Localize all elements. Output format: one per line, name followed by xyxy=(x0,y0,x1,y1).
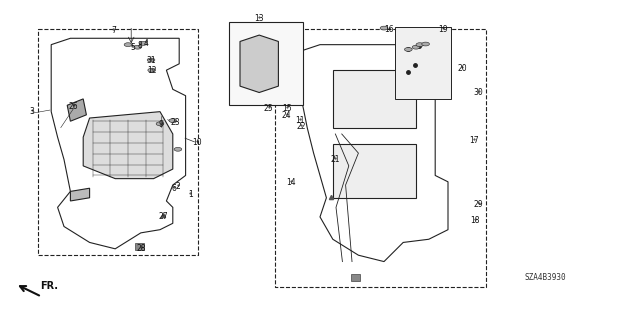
Text: 10: 10 xyxy=(192,138,202,147)
Text: 5: 5 xyxy=(130,43,135,52)
Polygon shape xyxy=(83,112,173,179)
Circle shape xyxy=(148,68,156,72)
Text: 12: 12 xyxy=(148,66,157,75)
Bar xyxy=(229,22,303,105)
Bar xyxy=(135,243,144,250)
Circle shape xyxy=(134,45,141,49)
Polygon shape xyxy=(333,70,416,128)
Text: 29: 29 xyxy=(474,200,484,209)
Circle shape xyxy=(412,45,420,49)
Bar xyxy=(395,27,451,99)
Text: 9: 9 xyxy=(159,120,164,129)
Text: 2: 2 xyxy=(175,182,180,191)
Text: 18: 18 xyxy=(470,216,479,225)
Text: SZA4B3930: SZA4B3930 xyxy=(525,273,566,282)
Text: 19: 19 xyxy=(438,25,448,34)
Text: 14: 14 xyxy=(285,178,296,187)
Bar xyxy=(351,274,360,281)
Text: 30: 30 xyxy=(474,88,484,97)
Text: 15: 15 xyxy=(282,104,292,113)
Text: 20: 20 xyxy=(457,64,467,73)
Text: 1: 1 xyxy=(188,190,193,199)
Circle shape xyxy=(404,48,412,51)
Polygon shape xyxy=(70,188,90,201)
Text: 31: 31 xyxy=(146,56,156,65)
Text: 11: 11 xyxy=(295,116,304,125)
Text: 8: 8 xyxy=(137,41,142,50)
Circle shape xyxy=(156,122,164,126)
Text: 6: 6 xyxy=(172,184,177,193)
Circle shape xyxy=(422,42,429,46)
Text: 24: 24 xyxy=(282,111,292,120)
Circle shape xyxy=(147,58,155,62)
Text: 21: 21 xyxy=(331,155,340,164)
Circle shape xyxy=(140,41,147,45)
Text: 23: 23 xyxy=(170,118,180,127)
Text: FR.: FR. xyxy=(40,280,58,291)
Circle shape xyxy=(124,43,132,47)
Text: 13: 13 xyxy=(254,14,264,23)
Text: 28: 28 xyxy=(136,244,145,253)
Text: 16: 16 xyxy=(384,25,394,34)
Circle shape xyxy=(416,43,424,47)
Text: 7: 7 xyxy=(111,26,116,35)
Text: 25: 25 xyxy=(264,104,274,113)
Text: 26: 26 xyxy=(68,102,79,111)
Text: 17: 17 xyxy=(468,136,479,145)
Text: 3: 3 xyxy=(29,107,35,116)
Polygon shape xyxy=(333,144,416,198)
Circle shape xyxy=(169,119,177,122)
Polygon shape xyxy=(67,99,86,121)
Circle shape xyxy=(174,147,182,151)
Text: 27: 27 xyxy=(158,212,168,221)
Text: 4: 4 xyxy=(143,39,148,48)
Text: 22: 22 xyxy=(296,122,305,131)
Circle shape xyxy=(380,26,388,30)
Polygon shape xyxy=(240,35,278,93)
